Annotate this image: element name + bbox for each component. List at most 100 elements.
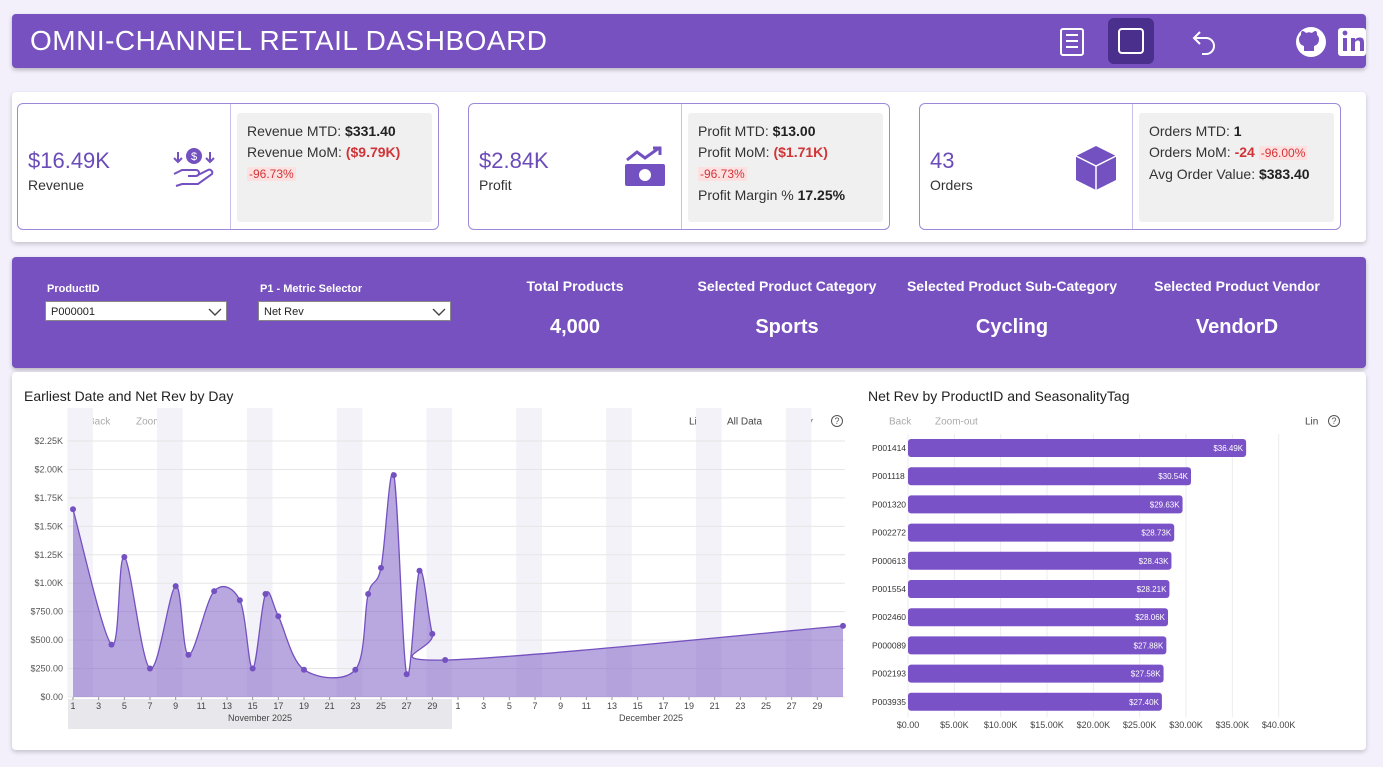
y-tick-label: P001414 [872, 443, 906, 453]
detail-value: $331.40 [345, 123, 396, 139]
kpi-details: Profit MTD: $13.00 Profit MoM: ($1.71K) -… [688, 113, 883, 222]
toolbar-button[interactable]: Lin [1305, 417, 1318, 428]
detail-line: Profit MTD: $13.00 [698, 121, 873, 142]
bar [908, 664, 1164, 683]
bar [908, 608, 1169, 627]
point [442, 657, 449, 664]
point [403, 671, 410, 678]
kpi-value: 43 [930, 148, 955, 173]
x-tick-label: 27 [402, 701, 412, 711]
bar [908, 439, 1247, 457]
card-value: Cycling [975, 316, 1049, 338]
point [185, 651, 192, 658]
x-tick-label: 9 [558, 701, 563, 711]
x-tick-label: $5.00K [940, 720, 969, 730]
toolbar-button[interactable]: Back [88, 417, 111, 428]
toolbar-button[interactable]: All Data [727, 417, 762, 428]
detail-value: $13.00 [772, 123, 816, 139]
x-tick-label: 17 [658, 701, 668, 711]
filter-band: ProductID P000001 P1 - Metric Selector Net … [12, 257, 1366, 368]
toolbar-help: ? [834, 416, 839, 426]
point [365, 591, 372, 598]
toolbar-button[interactable]: Back [889, 417, 912, 428]
y-tick-label: $250.00 [30, 664, 63, 674]
detail-label: Orders MoM: [1149, 144, 1231, 160]
y-tick-label: $1.25K [34, 550, 63, 560]
undo-icon[interactable] [1192, 31, 1215, 55]
bar [908, 692, 1162, 711]
y-tick-label: $750.00 [30, 607, 63, 617]
x-tick-label: 9 [173, 701, 178, 711]
report-icon[interactable] [1060, 28, 1084, 56]
y-tick-label: P001320 [872, 499, 906, 509]
detail-label: Profit Margin % [698, 187, 794, 203]
y-tick-label: P000089 [872, 640, 906, 650]
slicer-label: ProductID [47, 283, 100, 295]
dashboard-title: OMNI-CHANNEL RETAIL DASHBOARD [30, 25, 548, 56]
y-tick-label: P002272 [872, 528, 906, 538]
detail-value: ($9.79K) [345, 144, 401, 160]
toolbar-button[interactable]: Zoom-out [935, 417, 978, 428]
x-tick-label: 1 [455, 701, 460, 711]
x-tick-label: 13 [607, 701, 617, 711]
area [73, 472, 843, 697]
x-tick-label: 21 [325, 701, 335, 711]
kpi-details: Orders MTD: 1 Orders MoM: -24 -96.00% Avg … [1139, 113, 1334, 222]
card-value: Sports [755, 316, 819, 338]
x-tick-label: $25.00K [1123, 720, 1157, 730]
y-tick-label: P001118 [872, 471, 905, 481]
x-tick-label: 13 [222, 701, 232, 711]
value-label: $36.49K [1213, 444, 1243, 453]
detail-change: -96.73% [247, 167, 296, 181]
detail-line: Revenue MoM: ($9.79K) -96.73% [247, 142, 422, 185]
kpi-card: $16.49K Revenue $ Revenue MTD: $331.40 Reven… [17, 103, 439, 230]
value-label: $27.88K [1134, 641, 1164, 650]
y-tick-label: $1.75K [34, 493, 63, 503]
dropdown-arrow [432, 308, 446, 316]
bar [908, 580, 1170, 598]
x-tick-label: 3 [96, 701, 101, 711]
kpi-card: $2.84K Profit Profit MTD: $13.00 Profit MoM… [468, 103, 890, 230]
y-tick-label: $500.00 [30, 635, 63, 645]
value-label: $28.06K [1135, 613, 1165, 622]
weekend-band [336, 408, 363, 697]
point [352, 666, 359, 673]
detail-label: Profit MTD: [698, 123, 769, 139]
point [390, 472, 397, 479]
header: OMNI-CHANNEL RETAIL DASHBOARD [12, 14, 1366, 68]
kpi-icon [625, 146, 665, 186]
bar [908, 523, 1175, 542]
detail-label: Revenue MTD: [247, 123, 342, 139]
bookmark-button[interactable] [1108, 18, 1154, 64]
dropdown-arrow [208, 308, 222, 316]
slicer-dropdown[interactable]: P000001 [45, 301, 227, 321]
card-value: 4,000 [549, 316, 601, 338]
kpi-value: $2.84K [479, 148, 549, 173]
detail-value: 17.25% [797, 187, 846, 203]
kpi-icon: $ [173, 148, 215, 187]
x-tick-label: 15 [248, 701, 258, 711]
charts: Earliest Date and Net Rev by Day Back Zoom… [24, 388, 1340, 730]
y-tick-label: $1.50K [34, 521, 63, 531]
x-tick-label: 15 [633, 701, 643, 711]
y-tick-label: P003935 [872, 697, 906, 707]
x-tick-label: 21 [710, 701, 720, 711]
detail-change: -96.73% [698, 167, 747, 181]
bar [908, 636, 1167, 655]
x-tick-label: $20.00K [1077, 720, 1111, 730]
value-label: $27.58K [1131, 670, 1161, 679]
point [121, 554, 128, 561]
chart-panel: Earliest Date and Net Rev by Day Back Zoom… [12, 372, 1366, 750]
svg-text:$: $ [191, 151, 197, 163]
y-tick-label: $2.00K [34, 464, 63, 474]
y-tick-label: P002193 [872, 669, 906, 679]
x-tick-label: 11 [197, 701, 206, 711]
toolbar-button[interactable]: Lin [689, 417, 702, 428]
y-tick-label: P000613 [872, 556, 906, 566]
x-tick-label: 5 [122, 701, 127, 711]
slicer-dropdown[interactable]: Net Rev [258, 301, 451, 321]
y-tick-label: $1.00K [34, 578, 63, 588]
point [301, 666, 307, 673]
x-tick-label: 17 [273, 701, 283, 711]
y-tick-label: P002460 [872, 612, 906, 622]
